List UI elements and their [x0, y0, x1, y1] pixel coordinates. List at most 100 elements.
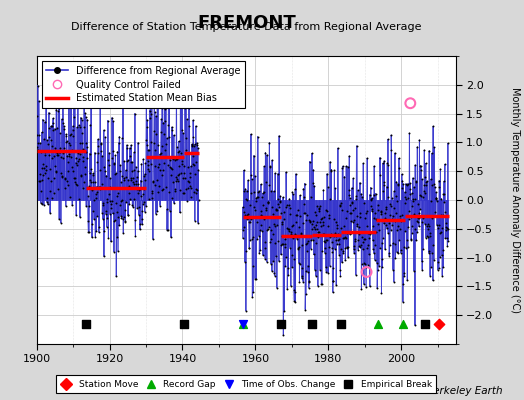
Point — [84, 228, 93, 235]
Point — [316, 203, 324, 209]
Point — [281, 240, 290, 247]
Point — [303, 240, 312, 246]
Point — [83, 155, 91, 161]
Point — [102, 223, 111, 230]
Point — [157, 172, 166, 178]
Point — [63, 152, 72, 159]
Point — [265, 182, 273, 188]
Point — [289, 256, 298, 262]
Point — [386, 226, 395, 233]
Point — [385, 250, 394, 256]
Point — [345, 192, 353, 198]
Point — [70, 114, 79, 121]
Point — [376, 154, 384, 161]
Point — [277, 321, 285, 327]
Point — [279, 332, 288, 338]
Point — [73, 124, 81, 130]
Point — [421, 221, 429, 227]
Point — [431, 209, 440, 216]
Point — [106, 184, 114, 191]
Point — [406, 191, 414, 197]
Point — [159, 120, 167, 126]
Point — [306, 218, 314, 224]
Point — [49, 120, 57, 126]
Point — [326, 234, 335, 241]
Point — [88, 187, 96, 194]
Point — [428, 250, 436, 256]
Point — [184, 177, 192, 184]
Point — [407, 214, 415, 220]
Point — [183, 164, 192, 171]
Point — [123, 144, 132, 151]
Point — [167, 165, 176, 172]
Point — [313, 282, 322, 289]
Point — [54, 149, 63, 155]
Point — [285, 226, 293, 232]
Point — [271, 222, 280, 229]
Point — [358, 234, 366, 240]
Point — [424, 233, 432, 240]
Point — [385, 219, 393, 226]
Point — [97, 147, 105, 154]
Point — [423, 226, 432, 233]
Point — [371, 210, 379, 216]
Point — [184, 185, 192, 191]
Point — [340, 234, 348, 241]
Point — [158, 143, 167, 150]
Point — [387, 147, 396, 154]
Point — [343, 244, 351, 250]
Point — [401, 193, 409, 200]
Point — [394, 180, 402, 187]
Point — [378, 256, 386, 262]
Point — [290, 231, 299, 238]
Point — [277, 210, 285, 216]
Point — [248, 263, 257, 270]
Point — [126, 153, 135, 159]
Point — [193, 140, 201, 146]
Point — [86, 170, 94, 176]
Point — [246, 190, 255, 196]
Point — [392, 249, 401, 255]
Point — [281, 253, 290, 260]
Point — [172, 174, 180, 181]
Point — [64, 182, 72, 188]
Point — [127, 168, 136, 174]
Point — [166, 208, 174, 214]
Point — [99, 216, 107, 222]
Point — [332, 236, 341, 243]
Point — [117, 197, 126, 203]
Point — [430, 180, 438, 187]
Point — [255, 188, 263, 194]
Point — [251, 207, 259, 213]
Point — [62, 138, 71, 144]
Point — [247, 216, 256, 222]
Point — [376, 172, 385, 178]
Point — [439, 190, 447, 197]
Point — [53, 186, 62, 192]
Point — [333, 145, 342, 151]
Point — [46, 188, 54, 194]
Point — [424, 250, 433, 256]
Point — [276, 198, 284, 204]
Point — [441, 161, 449, 168]
Point — [161, 106, 169, 112]
Point — [298, 242, 307, 248]
Point — [192, 159, 200, 165]
Point — [314, 234, 322, 241]
Point — [108, 114, 116, 121]
Point — [188, 141, 196, 147]
Point — [163, 206, 171, 212]
Point — [260, 238, 269, 245]
Point — [118, 173, 126, 179]
Point — [292, 235, 301, 242]
Point — [256, 246, 264, 253]
Point — [427, 264, 435, 270]
Point — [129, 204, 137, 210]
Point — [102, 211, 110, 217]
Point — [319, 222, 328, 228]
Point — [428, 214, 436, 221]
Point — [72, 154, 81, 161]
Point — [323, 184, 332, 190]
Point — [126, 195, 134, 202]
Point — [71, 174, 80, 181]
